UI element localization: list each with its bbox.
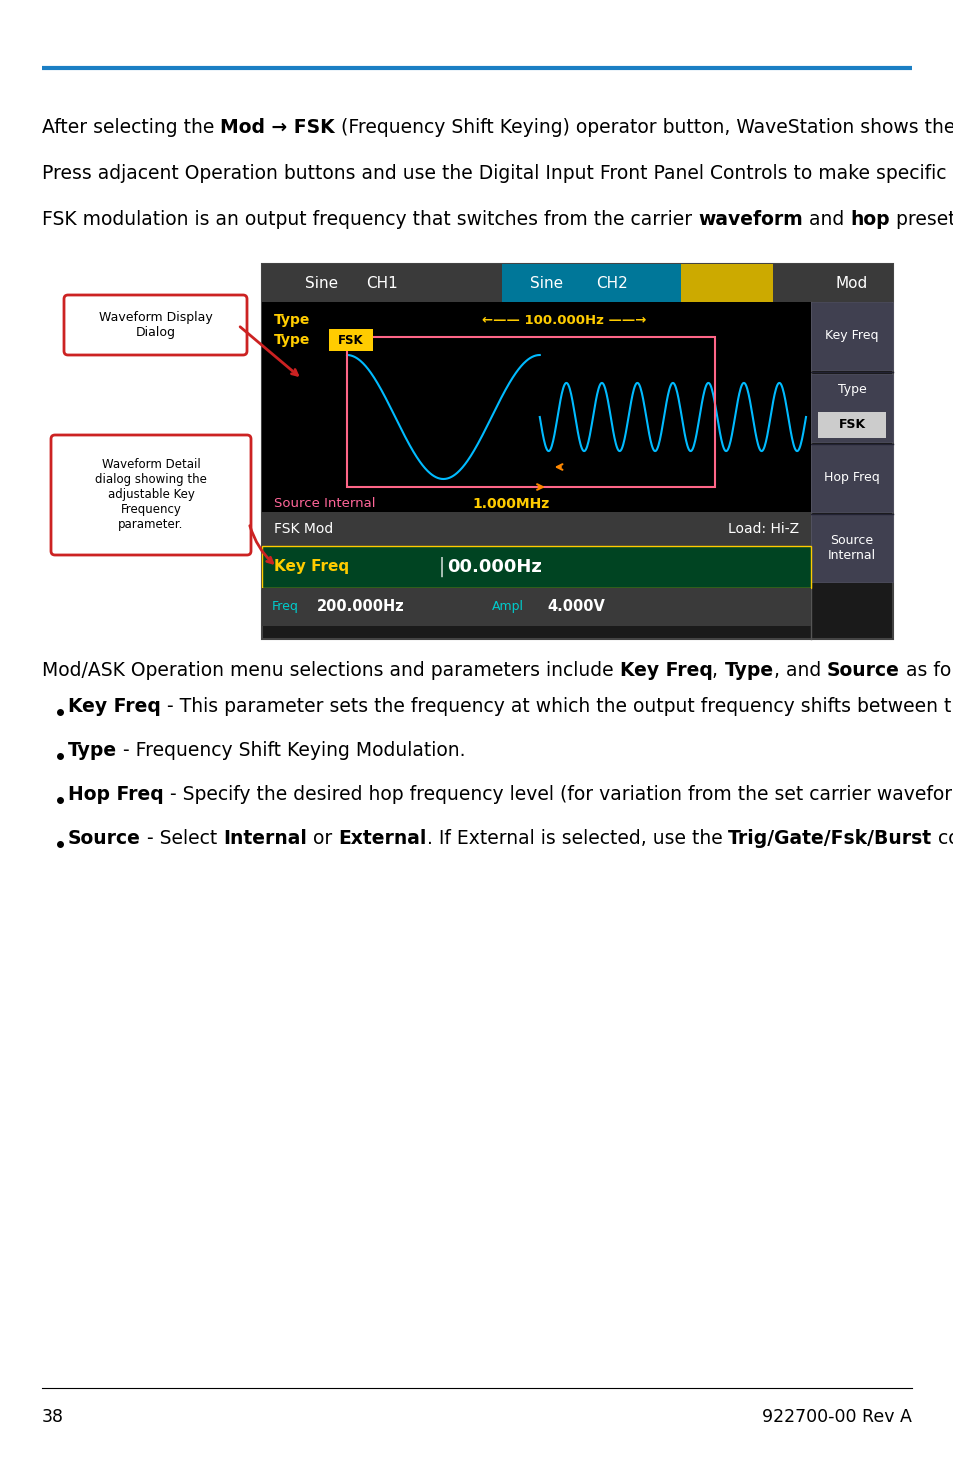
- FancyBboxPatch shape: [501, 264, 680, 302]
- Text: preset frequencies at a specific point. The specific frequency point where the o: preset frequencies at a specific point. …: [889, 209, 953, 229]
- Text: Source Internal: Source Internal: [274, 497, 375, 510]
- FancyBboxPatch shape: [329, 329, 373, 351]
- Text: (Frequency Shift Keying) operator button, WaveStation shows the: (Frequency Shift Keying) operator button…: [335, 118, 953, 137]
- Text: Hop Freq: Hop Freq: [823, 472, 879, 484]
- Text: FSK Mod: FSK Mod: [274, 522, 333, 535]
- Text: Mod: Mod: [835, 276, 867, 291]
- Text: and: and: [802, 209, 849, 229]
- Text: Key Freq: Key Freq: [274, 559, 349, 574]
- FancyBboxPatch shape: [64, 295, 247, 355]
- Text: 38: 38: [42, 1409, 64, 1426]
- Text: 922700-00 Rev A: 922700-00 Rev A: [761, 1409, 911, 1426]
- Text: as follows:: as follows:: [899, 661, 953, 680]
- Text: Trig/Gate/Fsk/Burst: Trig/Gate/Fsk/Burst: [727, 829, 931, 848]
- Text: Type: Type: [68, 740, 117, 760]
- Text: CH1: CH1: [366, 276, 397, 291]
- Text: Mod → FSK: Mod → FSK: [220, 118, 335, 137]
- FancyBboxPatch shape: [810, 302, 892, 370]
- Text: , and: , and: [773, 661, 826, 680]
- Text: Key Freq: Key Freq: [619, 661, 712, 680]
- FancyBboxPatch shape: [51, 435, 251, 555]
- Text: Waveform Display
Dialog: Waveform Display Dialog: [98, 311, 213, 339]
- FancyBboxPatch shape: [262, 264, 892, 639]
- Text: Press adjacent Operation buttons and use the Digital Input Front Panel Controls : Press adjacent Operation buttons and use…: [42, 164, 953, 183]
- Text: Type: Type: [837, 382, 865, 395]
- Text: Ampl: Ampl: [492, 600, 523, 614]
- Text: After selecting the: After selecting the: [42, 118, 220, 137]
- Text: Source: Source: [826, 661, 899, 680]
- Text: Type: Type: [723, 661, 773, 680]
- Text: 200.000Hz: 200.000Hz: [316, 599, 404, 615]
- FancyBboxPatch shape: [262, 546, 810, 589]
- Text: waveform: waveform: [698, 209, 802, 229]
- Text: - Specify the desired hop frequency level (for variation from the set carrier wa: - Specify the desired hop frequency leve…: [164, 785, 953, 804]
- Text: Key Freq: Key Freq: [68, 698, 161, 715]
- Text: Freq: Freq: [272, 600, 298, 614]
- Text: Hop Freq: Hop Freq: [68, 785, 164, 804]
- Text: External: External: [338, 829, 426, 848]
- FancyBboxPatch shape: [262, 302, 810, 512]
- Text: 00.000Hz: 00.000Hz: [447, 558, 541, 577]
- FancyBboxPatch shape: [810, 513, 892, 583]
- Text: FSK modulation is an output frequency that switches from the carrier: FSK modulation is an output frequency th…: [42, 209, 698, 229]
- Text: FSK: FSK: [838, 419, 864, 432]
- Text: Waveform Detail
dialog showing the
adjustable Key
Frequency
parameter.: Waveform Detail dialog showing the adjus…: [95, 459, 207, 531]
- Text: - Select: - Select: [141, 829, 223, 848]
- FancyBboxPatch shape: [810, 444, 892, 512]
- FancyBboxPatch shape: [262, 264, 892, 302]
- FancyBboxPatch shape: [262, 512, 810, 546]
- Text: Type: Type: [274, 313, 310, 327]
- Text: Key Freq: Key Freq: [824, 329, 878, 342]
- Text: connector on the Back Panel.: connector on the Back Panel.: [931, 829, 953, 848]
- Text: CH2: CH2: [596, 276, 627, 291]
- FancyBboxPatch shape: [810, 375, 892, 442]
- Text: . If External is selected, use the: . If External is selected, use the: [426, 829, 727, 848]
- Text: Source
Internal: Source Internal: [827, 534, 875, 562]
- Text: ,: ,: [712, 661, 723, 680]
- Text: Internal: Internal: [223, 829, 307, 848]
- FancyBboxPatch shape: [817, 412, 885, 438]
- Text: Mod/ASK Operation menu selections and parameters include: Mod/ASK Operation menu selections and pa…: [42, 661, 619, 680]
- Text: - Frequency Shift Keying Modulation.: - Frequency Shift Keying Modulation.: [117, 740, 465, 760]
- Text: Sine: Sine: [305, 276, 338, 291]
- Text: 1.000MHz: 1.000MHz: [472, 497, 549, 510]
- Text: - This parameter sets the frequency at which the output frequency shifts between: - This parameter sets the frequency at w…: [161, 698, 953, 715]
- Text: or: or: [307, 829, 338, 848]
- Text: │: │: [436, 558, 447, 577]
- Text: hop: hop: [849, 209, 889, 229]
- FancyBboxPatch shape: [501, 264, 772, 302]
- Text: ←—— 100.000Hz ——→: ←—— 100.000Hz ——→: [481, 314, 645, 326]
- Text: Sine: Sine: [530, 276, 563, 291]
- Text: Source: Source: [68, 829, 141, 848]
- FancyBboxPatch shape: [262, 589, 810, 625]
- Text: Load: Hi-Z: Load: Hi-Z: [727, 522, 799, 535]
- Text: Type: Type: [274, 333, 310, 347]
- Text: FSK: FSK: [337, 333, 363, 347]
- Text: 4.000V: 4.000V: [546, 599, 604, 615]
